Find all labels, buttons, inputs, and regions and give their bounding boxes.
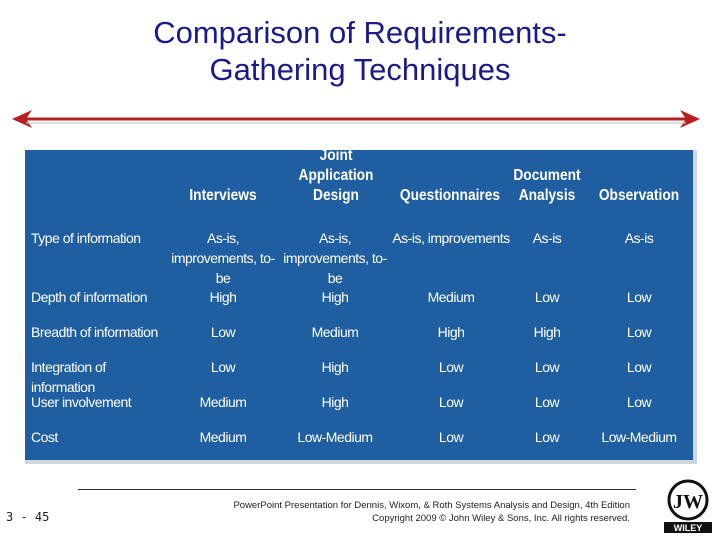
- slide-title: Comparison of Requirements- Gathering Te…: [60, 14, 660, 88]
- table-cell: High: [321, 394, 349, 410]
- footer-line-2: Copyright 2009 © John Wiley & Sons, Inc.…: [372, 513, 630, 524]
- table-cell: Medium: [427, 289, 475, 305]
- table-cell: Low: [210, 324, 236, 340]
- title-line-2: Gathering Techniques: [209, 52, 511, 87]
- comparison-table: Interviews Joint Application Design Quest…: [25, 147, 697, 464]
- row-label: Integration of information: [31, 359, 106, 395]
- row-label: Type of information: [31, 230, 141, 246]
- table-cell: Low: [534, 394, 560, 410]
- header-interviews: Interviews: [189, 187, 257, 204]
- header-questionnaires: Questionnaires: [399, 187, 501, 204]
- table-cell: As-is, improvements, to-be: [171, 230, 275, 286]
- svg-text:WILEY: WILEY: [674, 523, 703, 533]
- wiley-logo: JW WILEY: [664, 479, 712, 533]
- table-cell: High: [209, 289, 237, 305]
- table-cell: Low: [626, 324, 652, 340]
- table-cell: Medium: [199, 394, 247, 410]
- table-cell: Low: [438, 429, 464, 445]
- table-cell: High: [437, 324, 465, 340]
- header-jad: Joint Application Design: [298, 147, 374, 204]
- row-label: Cost: [31, 429, 58, 445]
- table-cell: As-is, improvements, to-be: [283, 230, 387, 286]
- table-cell: Low: [626, 359, 652, 375]
- footer-credits: PowerPoint Presentation for Dennis, Wixo…: [150, 499, 630, 525]
- table-header: Interviews Joint Application Design Quest…: [25, 147, 693, 212]
- table-cell: As-is, improvements: [392, 230, 510, 246]
- table-cell: High: [321, 289, 349, 305]
- title-line-1: Comparison of Requirements-: [153, 15, 567, 50]
- row-label: User involvement: [31, 394, 132, 410]
- row-label: Depth of information: [31, 289, 148, 305]
- table-cell: As-is: [532, 230, 562, 246]
- table-cell: Low: [626, 289, 652, 305]
- header-observation: Observation: [598, 187, 680, 204]
- table-cell: Low: [534, 429, 560, 445]
- row-label: Breadth of information: [31, 324, 158, 340]
- table-cell: Low-Medium: [601, 429, 677, 445]
- footer-divider: [78, 489, 636, 490]
- table-cell: Low: [626, 394, 652, 410]
- footer-line-1: PowerPoint Presentation for Dennis, Wixo…: [233, 500, 630, 511]
- table-cell: Low-Medium: [297, 429, 373, 445]
- table-cell: Low: [534, 289, 560, 305]
- table-cell: Low: [534, 359, 560, 375]
- table-cell: As-is: [624, 230, 654, 246]
- page-number: 3 - 45: [6, 510, 50, 524]
- table-cell: High: [533, 324, 561, 340]
- table-cell: High: [321, 359, 349, 375]
- table-cell: Low: [438, 359, 464, 375]
- header-document-analysis: Document Analysis: [513, 167, 581, 204]
- table-cell: Low: [210, 359, 236, 375]
- double-arrow-divider: [12, 110, 700, 128]
- svg-text:JW: JW: [673, 491, 703, 513]
- table-cell: Medium: [199, 429, 247, 445]
- table-cell: Medium: [311, 324, 359, 340]
- table-cell: Low: [438, 394, 464, 410]
